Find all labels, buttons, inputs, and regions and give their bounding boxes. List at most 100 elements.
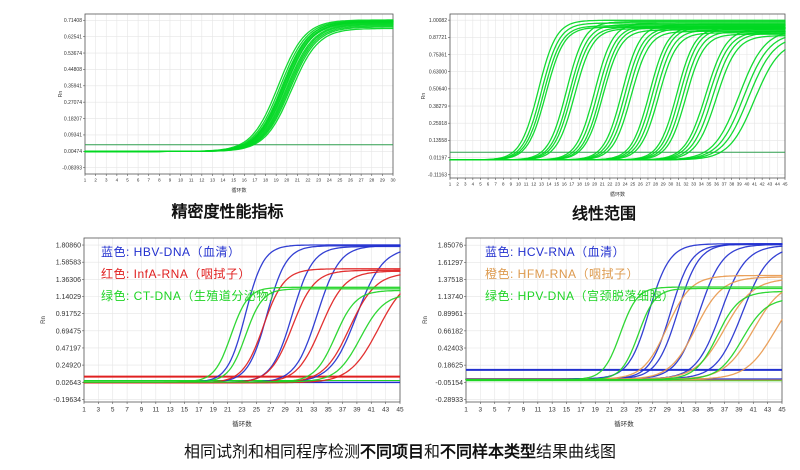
svg-text:15: 15 — [181, 407, 189, 414]
svg-text:24: 24 — [327, 178, 333, 183]
svg-text:7: 7 — [507, 407, 511, 414]
svg-text:1.37518: 1.37518 — [438, 277, 463, 284]
svg-text:12: 12 — [199, 178, 205, 183]
svg-text:0.44808: 0.44808 — [64, 67, 82, 73]
svg-text:18: 18 — [577, 182, 583, 187]
svg-text:1.00082: 1.00082 — [429, 18, 447, 24]
axes: 0.71408 0.62541 0.53674 0.44808 0.35941 0.270… — [58, 13, 396, 194]
svg-text:-0.28933: -0.28933 — [435, 397, 463, 404]
svg-text:15: 15 — [231, 178, 237, 183]
svg-text:29: 29 — [661, 182, 667, 187]
svg-text:1.80860: 1.80860 — [56, 243, 81, 250]
svg-text:9: 9 — [522, 407, 526, 414]
legend-item: 红色: InfA-RNA（咽拭子） — [101, 267, 251, 281]
svg-text:0.09341: 0.09341 — [64, 133, 82, 139]
svg-text:21: 21 — [224, 407, 232, 414]
svg-text:5: 5 — [479, 182, 482, 187]
svg-text:30: 30 — [668, 182, 674, 187]
svg-text:0.91752: 0.91752 — [56, 311, 81, 318]
svg-text:15: 15 — [563, 407, 571, 414]
svg-text:3: 3 — [479, 407, 483, 414]
svg-text:0.53674: 0.53674 — [64, 51, 82, 57]
grid — [84, 14, 394, 174]
svg-text:40: 40 — [744, 182, 750, 187]
svg-text:1: 1 — [464, 407, 468, 414]
svg-text:35: 35 — [706, 182, 712, 187]
svg-text:17: 17 — [252, 178, 258, 183]
svg-text:42: 42 — [760, 182, 766, 187]
svg-text:-0.11163: -0.11163 — [428, 173, 447, 179]
svg-text:21: 21 — [295, 178, 301, 183]
svg-text:27: 27 — [267, 407, 275, 414]
svg-text:15: 15 — [554, 182, 560, 187]
svg-text:3: 3 — [97, 407, 101, 414]
svg-text:43: 43 — [767, 182, 773, 187]
svg-text:33: 33 — [310, 407, 318, 414]
svg-text:37: 37 — [339, 407, 347, 414]
svg-text:0.42403: 0.42403 — [438, 346, 463, 353]
svg-text:0.35941: 0.35941 — [64, 84, 82, 90]
svg-text:11: 11 — [534, 407, 541, 414]
svg-text:16: 16 — [242, 178, 248, 183]
chart-precision: 0.71408 0.62541 0.53674 0.44808 0.35941 0.270… — [55, 8, 400, 194]
svg-text:20: 20 — [284, 178, 290, 183]
svg-text:18: 18 — [263, 178, 269, 183]
svg-text:11: 11 — [189, 178, 194, 183]
amplification-curves — [449, 19, 786, 161]
svg-text:1.61297: 1.61297 — [438, 260, 463, 267]
svg-text:1: 1 — [82, 407, 86, 414]
svg-text:35: 35 — [325, 407, 333, 414]
svg-text:31: 31 — [678, 407, 686, 414]
svg-text:41: 41 — [368, 407, 376, 414]
svg-text:30: 30 — [390, 178, 396, 183]
svg-text:13: 13 — [167, 407, 175, 414]
svg-text:44: 44 — [775, 182, 781, 187]
caption-bold-projects: 不同项目 — [359, 444, 424, 461]
caption-text-suffix: 结果曲线图 — [536, 444, 617, 461]
svg-text:12: 12 — [531, 182, 537, 187]
caption-text-prefix: 相同试剂和相同程序检测 — [183, 444, 360, 461]
svg-text:19: 19 — [274, 178, 280, 183]
svg-text:0.47197: 0.47197 — [56, 345, 81, 352]
axes: 1.80860 1.58583 1.36306 1.14029 0.91752 0.694… — [41, 237, 404, 428]
svg-text:1.14029: 1.14029 — [56, 294, 81, 301]
svg-text:循环数: 循环数 — [232, 419, 252, 428]
svg-text:8: 8 — [502, 182, 505, 187]
svg-text:4: 4 — [116, 178, 119, 183]
svg-text:28: 28 — [369, 178, 375, 183]
svg-text:19: 19 — [585, 182, 591, 187]
svg-text:3: 3 — [105, 178, 108, 183]
svg-text:43: 43 — [764, 407, 772, 414]
svg-text:25: 25 — [253, 407, 261, 414]
svg-text:14: 14 — [546, 182, 552, 187]
chart-title-precision: 精密度性能指标 — [171, 204, 284, 221]
svg-text:37: 37 — [722, 182, 728, 187]
svg-text:10: 10 — [178, 178, 184, 183]
legend-item: 蓝色: HCV-RNA（血清） — [485, 245, 626, 259]
svg-text:0.71408: 0.71408 — [64, 18, 82, 24]
svg-text:38: 38 — [729, 182, 735, 187]
svg-text:23: 23 — [620, 407, 628, 414]
svg-text:23: 23 — [238, 407, 246, 414]
svg-text:1.85076: 1.85076 — [438, 243, 463, 250]
svg-text:0.38279: 0.38279 — [429, 104, 447, 110]
svg-text:34: 34 — [699, 182, 705, 187]
svg-text:39: 39 — [353, 407, 361, 414]
svg-text:22: 22 — [607, 182, 613, 187]
svg-text:0.18625: 0.18625 — [438, 363, 463, 370]
svg-text:1.58583: 1.58583 — [56, 260, 81, 267]
svg-text:25: 25 — [630, 182, 636, 187]
chart-title-linear-range: 线性范围 — [571, 206, 636, 223]
svg-text:10: 10 — [516, 182, 522, 187]
svg-text:24: 24 — [623, 182, 629, 187]
svg-text:45: 45 — [782, 182, 788, 187]
svg-text:0.27074: 0.27074 — [64, 100, 82, 106]
axes: 1.00082 0.87721 0.75361 0.63000 0.50640 0.382… — [421, 13, 788, 198]
svg-text:28: 28 — [653, 182, 659, 187]
chart-different-sample-types: 1.85076 1.61297 1.37518 1.13740 0.89961 0.661… — [420, 230, 788, 428]
svg-text:13: 13 — [210, 178, 216, 183]
svg-text:41: 41 — [750, 407, 758, 414]
svg-text:45: 45 — [778, 407, 786, 414]
svg-text:0.50640: 0.50640 — [429, 87, 447, 93]
svg-text:26: 26 — [348, 178, 354, 183]
